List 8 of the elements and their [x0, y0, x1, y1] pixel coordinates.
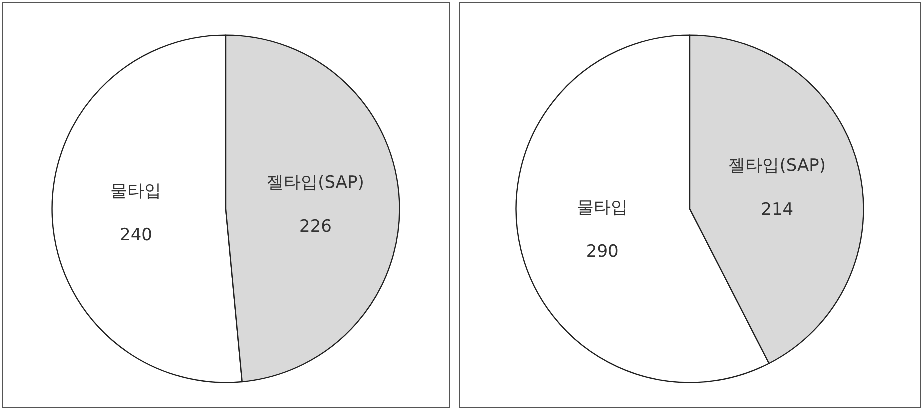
slice-label: 젤타입(SAP): [728, 156, 826, 176]
slice-label: 젤타입(SAP): [267, 172, 364, 193]
data-label: 214: [761, 200, 794, 220]
slice-label: 물타입: [577, 198, 628, 218]
data-label: 226: [300, 216, 332, 237]
data-label: 290: [586, 242, 619, 262]
data-label: 240: [120, 225, 152, 246]
slice-label: 물타입: [110, 181, 162, 202]
